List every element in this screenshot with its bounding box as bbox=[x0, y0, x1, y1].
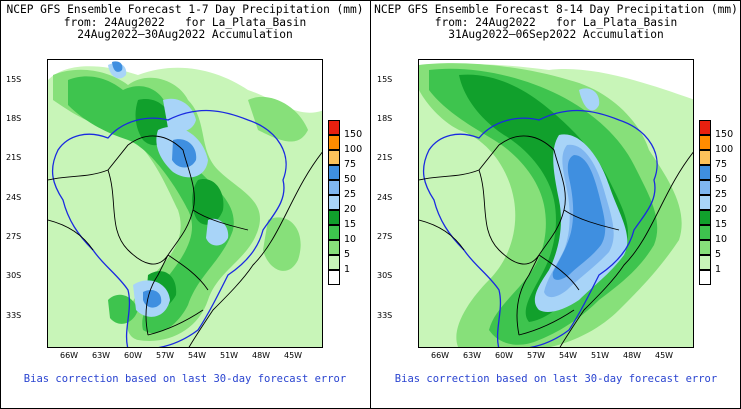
title-line-2: from: 24Aug2022 for La_Plata_Basin bbox=[434, 15, 678, 29]
lon-label: 57W bbox=[527, 351, 546, 360]
lon-label: 51W bbox=[220, 351, 239, 360]
lon-label: 63W bbox=[463, 351, 482, 360]
lon-label: 51W bbox=[591, 351, 610, 360]
lat-label: 24S bbox=[377, 193, 393, 202]
lat-label: 24S bbox=[6, 193, 22, 202]
country-borders bbox=[419, 135, 620, 336]
lat-label: 21S bbox=[6, 153, 22, 162]
lat-label: 27S bbox=[377, 232, 393, 241]
lat-label: 15S bbox=[6, 75, 22, 84]
lat-label: 15S bbox=[377, 75, 393, 84]
panel-week2: NCEP GFS Ensemble Forecast 8-14 Day Prec… bbox=[371, 0, 741, 409]
legend-swatch-5 bbox=[328, 195, 340, 210]
lat-label: 33S bbox=[6, 311, 22, 320]
lat-label: 18S bbox=[6, 114, 22, 123]
lat-label: 27S bbox=[6, 232, 22, 241]
lon-label: 45W bbox=[655, 351, 674, 360]
legend-swatch-8 bbox=[699, 240, 711, 255]
lon-label: 48W bbox=[252, 351, 271, 360]
legend-label: 1 bbox=[344, 264, 351, 275]
lon-label: 66W bbox=[431, 351, 450, 360]
legend-label: 50 bbox=[715, 174, 728, 185]
legend-label: 15 bbox=[715, 219, 728, 230]
legend-swatch-4 bbox=[699, 180, 711, 195]
lon-label: 48W bbox=[623, 351, 642, 360]
lon-label: 54W bbox=[559, 351, 578, 360]
title-line-2: from: 24Aug2022 for La_Plata_Basin bbox=[63, 15, 307, 29]
coastline bbox=[559, 151, 693, 347]
legend-swatch-2 bbox=[328, 150, 340, 165]
legend-label: 20 bbox=[715, 204, 728, 215]
title-line-1: NCEP GFS Ensemble Forecast 8-14 Day Prec… bbox=[374, 3, 738, 16]
legend-swatch-6 bbox=[699, 210, 711, 225]
legend-swatch-3 bbox=[328, 165, 340, 180]
country-borders bbox=[48, 135, 249, 336]
legend-label: 75 bbox=[715, 159, 728, 170]
lat-label: 33S bbox=[377, 311, 393, 320]
lon-label: 66W bbox=[60, 351, 79, 360]
legend-swatch-10 bbox=[699, 270, 711, 285]
legend-label: 5 bbox=[715, 249, 722, 260]
lat-label: 30S bbox=[6, 271, 22, 280]
lon-label: 45W bbox=[284, 351, 303, 360]
legend-swatch-4 bbox=[328, 180, 340, 195]
legend-label: 100 bbox=[715, 144, 734, 155]
legend-label: 15 bbox=[344, 219, 357, 230]
legend-label: 10 bbox=[344, 234, 357, 245]
lon-label: 60W bbox=[495, 351, 514, 360]
legend-swatch-7 bbox=[328, 225, 340, 240]
basin-boundary bbox=[422, 109, 658, 347]
panel-title: NCEP GFS Ensemble Forecast 8-14 Day Prec… bbox=[371, 3, 741, 42]
legend-swatch-8 bbox=[328, 240, 340, 255]
legend-swatch-2 bbox=[699, 150, 711, 165]
lon-label: 63W bbox=[92, 351, 111, 360]
legend-swatch-9 bbox=[699, 255, 711, 270]
legend-swatch-1 bbox=[328, 135, 340, 150]
precip-map bbox=[47, 59, 323, 348]
legend-swatch-0 bbox=[328, 120, 340, 135]
title-line-3: 31Aug2022–06Sep2022 Accumulation bbox=[448, 28, 664, 41]
legend-swatch-6 bbox=[328, 210, 340, 225]
precip-shade-5mm bbox=[53, 69, 308, 341]
legend-label: 20 bbox=[344, 204, 357, 215]
bias-correction-note: Bias correction based on last 30-day for… bbox=[394, 373, 718, 385]
precip-shade-15mm bbox=[135, 99, 224, 310]
bias-correction-note: Bias correction based on last 30-day for… bbox=[23, 373, 347, 385]
precip-map bbox=[418, 59, 694, 348]
legend-swatch-10 bbox=[328, 270, 340, 285]
title-line-3: 24Aug2022–30Aug2022 Accumulation bbox=[77, 28, 293, 41]
basin-boundary bbox=[51, 109, 287, 347]
legend-label: 25 bbox=[715, 189, 728, 200]
legend-label: 5 bbox=[344, 249, 351, 260]
legend-label: 1 bbox=[715, 264, 722, 275]
legend-label: 25 bbox=[344, 189, 357, 200]
panel-week1: NCEP GFS Ensemble Forecast 1-7 Day Preci… bbox=[0, 0, 370, 409]
legend-label: 100 bbox=[344, 144, 363, 155]
lon-label: 57W bbox=[156, 351, 175, 360]
legend-label: 75 bbox=[344, 159, 357, 170]
precip-shade-10mm bbox=[68, 76, 234, 334]
legend-swatch-3 bbox=[699, 165, 711, 180]
legend-label: 10 bbox=[715, 234, 728, 245]
panel-divider bbox=[370, 0, 371, 409]
legend-swatch-5 bbox=[699, 195, 711, 210]
panel-title: NCEP GFS Ensemble Forecast 1-7 Day Preci… bbox=[0, 3, 370, 42]
legend-label: 150 bbox=[715, 129, 734, 140]
legend-swatch-0 bbox=[699, 120, 711, 135]
precip-shade-20mm bbox=[108, 63, 229, 317]
legend-swatch-1 bbox=[699, 135, 711, 150]
legend-label: 50 bbox=[344, 174, 357, 185]
legend-label: 150 bbox=[344, 129, 363, 140]
coastline bbox=[188, 151, 322, 347]
title-line-1: NCEP GFS Ensemble Forecast 1-7 Day Preci… bbox=[6, 3, 364, 16]
legend-swatch-7 bbox=[699, 225, 711, 240]
lon-label: 60W bbox=[124, 351, 143, 360]
lat-label: 21S bbox=[377, 153, 393, 162]
legend-swatch-9 bbox=[328, 255, 340, 270]
lon-label: 54W bbox=[188, 351, 207, 360]
lat-label: 18S bbox=[377, 114, 393, 123]
lat-label: 30S bbox=[377, 271, 393, 280]
